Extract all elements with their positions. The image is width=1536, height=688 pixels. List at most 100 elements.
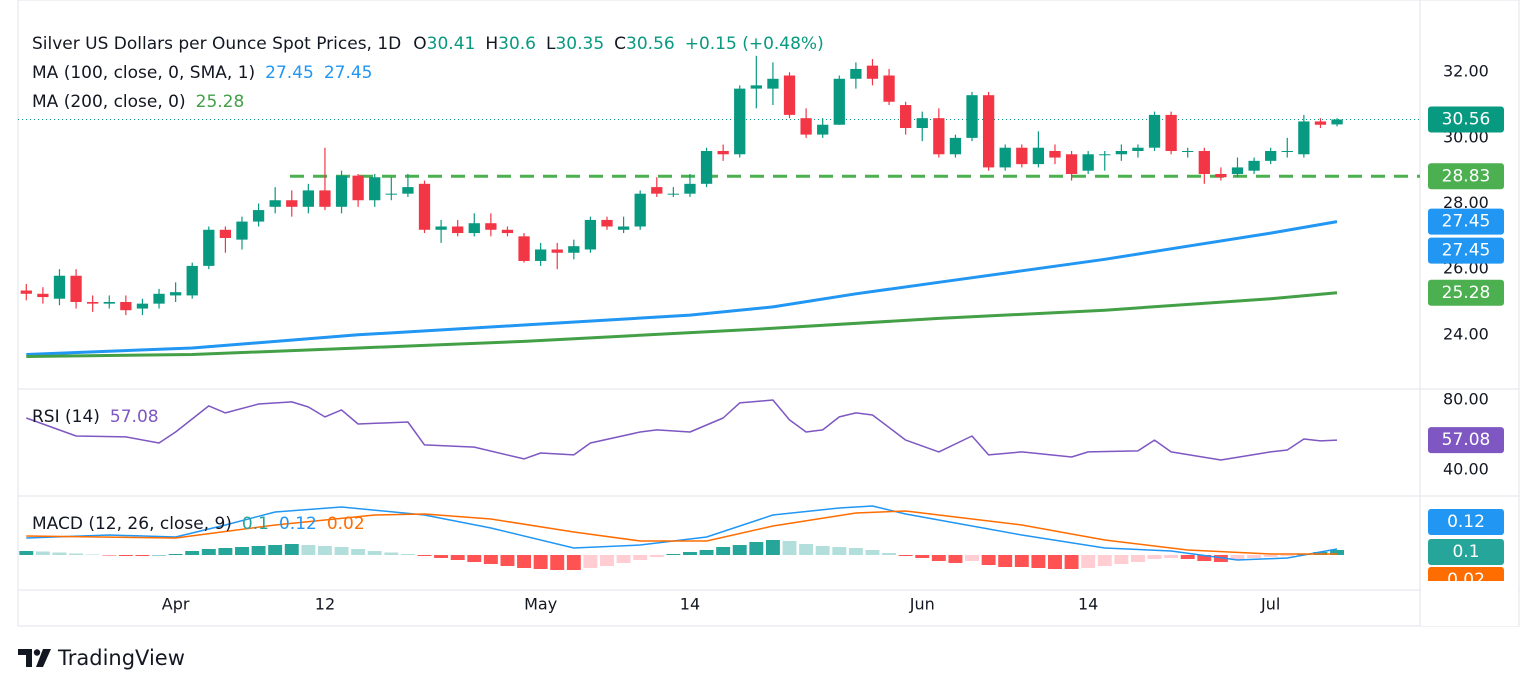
legend-item: 30.41 [427,34,476,54]
macd-histogram-bar [948,555,963,563]
candle-body [966,95,978,138]
candle-body [1049,150,1061,158]
macd-histogram-bar [633,555,648,560]
macd-histogram-bar [550,555,565,570]
price-badge [1428,509,1504,535]
legend-item: 0.02 [327,514,365,534]
candle-body [136,303,149,309]
macd-histogram-bar [69,553,84,555]
candle-body [468,223,480,234]
macd-histogram-bar [1180,555,1195,559]
macd-histogram-bar [317,546,332,555]
candle-body [236,221,248,240]
candle-body [1115,150,1127,155]
candle-body [418,183,431,230]
price-badge-label: 27.45 [1442,241,1491,261]
candle-body [286,200,298,207]
candle-body [684,183,696,194]
macd-histogram-bar [1031,555,1046,568]
macd-histogram-bar [268,545,283,555]
candle-body [833,78,845,125]
macd-histogram-bar [467,555,482,562]
candle-body [850,68,862,79]
price-badge-label: 57.08 [1442,430,1491,450]
macd-histogram-bar [566,555,581,570]
candle-body [700,150,713,184]
candle-body [169,292,182,296]
macd-histogram-bar [898,555,913,556]
macd-histogram-bar [367,551,382,555]
legend-item: 25.28 [196,92,245,112]
candle-body [1065,154,1078,174]
candle-body [352,175,364,201]
candle-body [1281,150,1293,152]
macd-histogram-bar [649,555,664,557]
price-badge-label: 0.12 [1447,512,1485,532]
macd-histogram-bar [882,553,897,555]
macd-histogram-bar [765,540,780,555]
macd-histogram-bar [400,554,415,555]
legend-item: MA (100, close, 0, SMA, 1) [32,63,255,83]
candle-body [501,229,514,234]
legend-item: 30.6 [498,34,536,54]
candle-body [252,210,265,222]
candle-body [1132,147,1144,151]
candle-body [750,85,762,89]
macd-histogram-bar [931,555,946,561]
macd-histogram-bar [201,549,216,555]
candle-body [53,275,66,299]
candle-body [534,249,547,261]
macd-histogram-bar [1147,555,1162,559]
brand: TradingView [57,646,185,670]
candle-body [1314,121,1327,125]
candle-body [651,187,663,194]
macd-histogram-bar [998,555,1013,567]
brand-logo: TradingView [18,646,185,670]
candle-body [103,301,115,304]
legend-item: 57.08 [110,407,159,427]
macd-histogram-bar [185,551,200,555]
macd-histogram-bar [815,546,830,555]
candle-body [800,118,812,135]
candle-body [1248,160,1260,171]
macd-histogram-bar [135,555,150,556]
marks [18,55,1420,570]
candle-body [269,200,281,207]
legend-item: Silver US Dollars per Ounce Spot Prices,… [32,34,401,54]
candle-body [783,75,796,115]
macd-histogram-bar [1280,555,1295,556]
macd-histogram-bar [384,552,399,555]
macd-histogram-bar [118,555,133,556]
macd-histogram-bar [865,550,880,555]
macd-histogram-bar [85,554,100,555]
candle-body [667,193,680,195]
candle-body [916,118,928,129]
candle-body [485,223,497,230]
candle-body [319,190,331,207]
macd-histogram-bar [981,555,996,565]
candle-body [866,65,879,79]
candle-body [1082,154,1094,171]
macd-histogram-bar [782,541,797,555]
candle-body [883,75,895,102]
macd-histogram-bar [799,544,814,555]
macd-histogram-bar [1114,555,1129,564]
price-badge [1428,106,1504,133]
macd-histogram-bar [848,548,863,555]
price-badge-label: 25.28 [1442,283,1491,303]
candle-body [435,226,447,230]
macd-line [26,510,1337,555]
legend-item: 0.1 [242,514,269,534]
macd-histogram-bar [52,552,67,555]
macd-histogram-bar [832,547,847,555]
candle-body [1032,147,1045,165]
candle-body [402,187,414,194]
macd-histogram-bar [152,555,166,556]
candle-body [153,293,165,304]
candle-body [20,290,32,294]
candle-body [1231,167,1244,174]
candle-body [1182,150,1194,152]
logo-mark [18,649,32,667]
